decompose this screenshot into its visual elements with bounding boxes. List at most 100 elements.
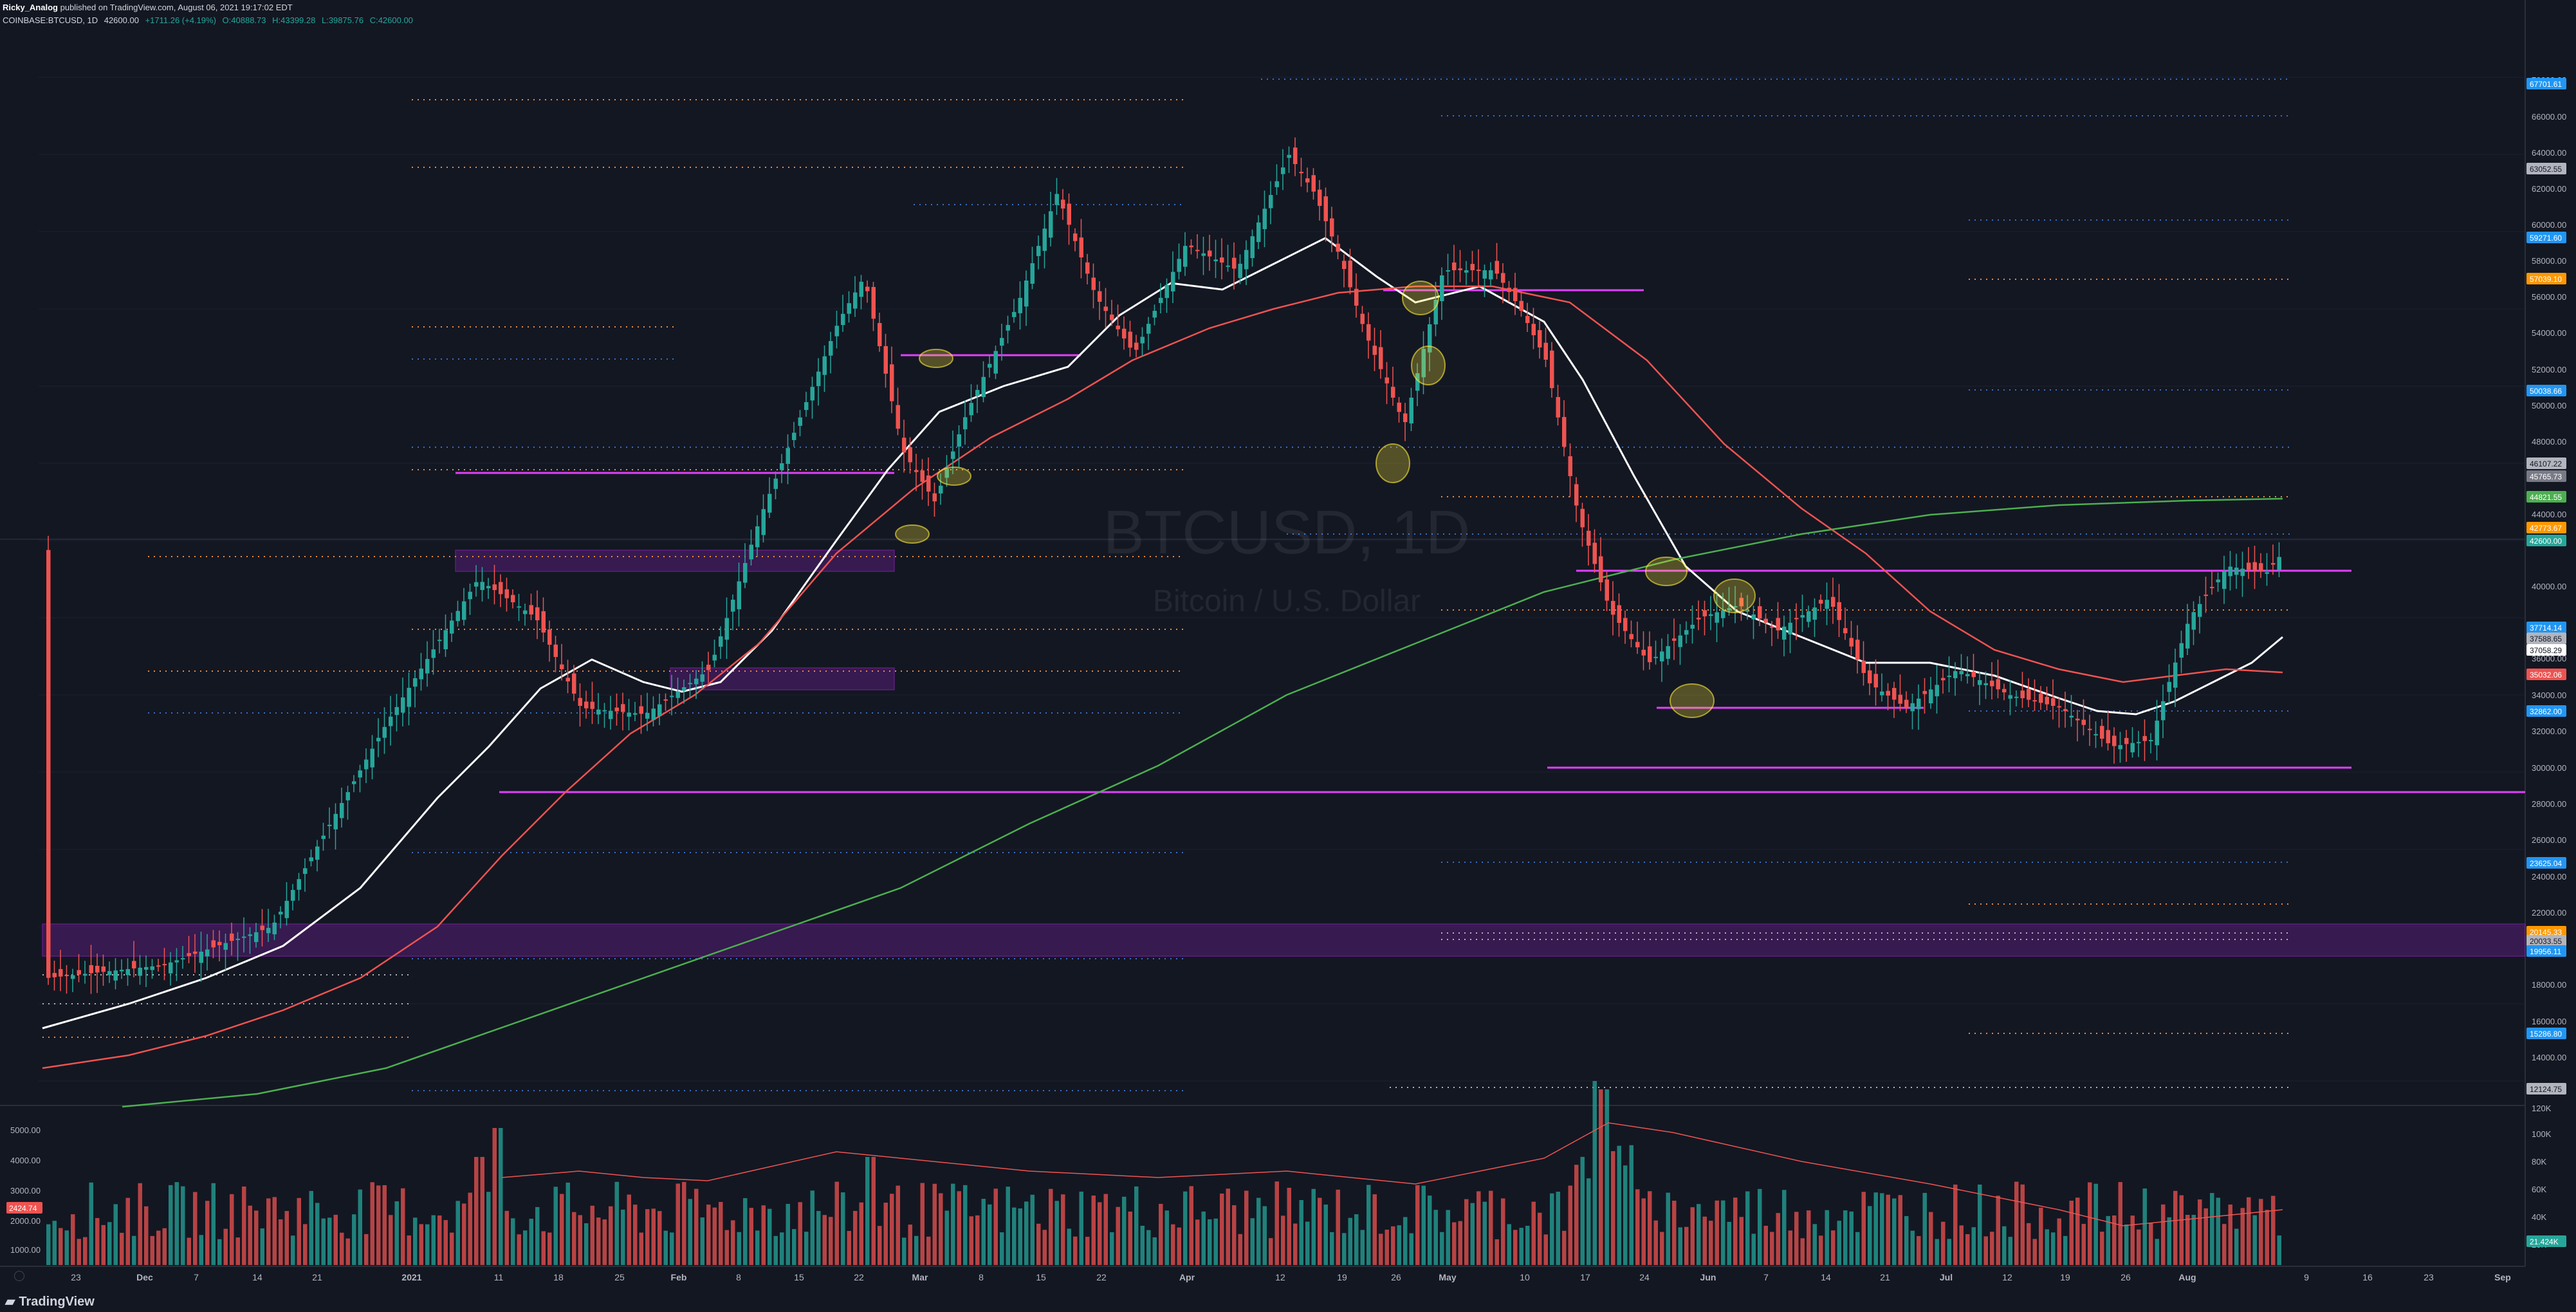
candle-body [865,286,870,291]
volume-bar [1531,1201,1536,1265]
candle-body [1177,259,1181,272]
candle-body [572,673,576,694]
symbol-label[interactable]: COINBASE:BTCUSD, 1D [3,15,98,25]
candle-body [71,975,75,979]
volume-bar [413,1217,418,1265]
volume-bar [981,1199,986,1265]
candle-body [419,669,423,679]
candle-body [1171,272,1175,291]
volume-bar [77,1239,81,1265]
candle-body [1213,259,1218,262]
candle-body [663,699,668,701]
volume-bar [932,1183,937,1265]
candle-body [235,938,240,940]
candle-body [1996,679,2000,690]
volume-bar [1305,1221,1310,1265]
price-badge [2526,1028,2566,1039]
price-tick: 18000.00 [2532,980,2566,990]
volume-bar [1318,1197,1322,1265]
volume-bar [1733,1197,1738,1265]
price-badge-label: 20145.33 [2530,928,2562,937]
candle-body [1519,300,1523,311]
volume-bar [1623,1165,1628,1265]
candle-body [1397,402,1401,412]
candle-body [1250,236,1255,259]
price-tick: 56000.00 [2532,292,2566,302]
volume-bar [1428,1196,1432,1265]
candle-body [1953,671,1958,679]
candle-body [443,630,448,650]
candle-body [1709,614,1713,616]
volume-bar [1164,1210,1169,1265]
candle-body [2265,572,2269,574]
volume-bar [584,1223,589,1265]
candle-body [590,701,594,709]
price-tick: 52000.00 [2532,365,2566,374]
ma-slow-line [122,497,2283,1108]
volume-bar [651,1208,656,1265]
candle-body [358,770,362,778]
moving-averages [42,237,2283,1108]
candle-body [883,346,888,374]
candle-body [1446,270,1450,272]
publisher-name[interactable]: Ricky_Analog [3,3,58,12]
volume-bar [1880,1193,1884,1265]
price-tick: 36000.00 [2532,654,2566,663]
candle-body [2210,587,2214,589]
tradingview-logo[interactable]: ▰ TradingView [5,1293,95,1309]
candle-body [1861,660,1866,673]
price-badge [2526,1083,2566,1095]
candle-body [1440,275,1444,301]
candle-body [2167,681,2171,692]
candle-body [1477,270,1481,272]
candle-body [975,390,980,396]
volume-bar [2002,1226,2007,1265]
candle-body [107,971,112,975]
volume-bar [2088,1182,2092,1265]
volume-bar [2118,1182,2122,1265]
candle-body [2045,696,2049,705]
candle-body [150,966,154,970]
volume-bar [486,1192,491,1265]
candle-body [706,665,711,670]
volume-bar [988,1204,992,1265]
volume-bar [1311,1188,1316,1265]
volume-bar [2093,1183,2098,1265]
time-tick: 23 [71,1272,81,1282]
candle-body [437,640,442,642]
candle-body [1690,624,1695,629]
candle-body [1794,618,1799,620]
volume-bar [993,1188,998,1265]
volume-left-badge-label: 2424.74 [9,1204,37,1213]
price-badge-label: 57039.10 [2530,275,2562,284]
volume-bar [902,1237,906,1265]
volume-bar [1354,1214,1359,1265]
price-badge-label: 32862.00 [2530,707,2562,716]
candle-body [1599,556,1603,582]
volume-bar [1232,1205,1237,1265]
volume-bar [1971,1227,1976,1265]
volume-bar [810,1190,814,1265]
volume-bar [181,1186,185,1265]
time-axis-settings-icon[interactable] [14,1271,24,1281]
volume-bar [566,1182,570,1265]
candle-body [1868,670,1872,683]
volume-bar [394,1201,399,1265]
volume-bar [1978,1184,1982,1265]
price-badge-label: 46107.22 [2530,459,2562,468]
candle-body [1831,596,1835,607]
candle-body [1122,328,1127,338]
candle-body [517,606,521,608]
candle-body [932,493,937,502]
volume-bar [2259,1199,2263,1265]
volume-bar [1391,1226,1395,1265]
volume-bar [1990,1232,1994,1265]
price-badge [2526,163,2566,174]
candle-body [1568,456,1572,476]
volume-bar [1935,1239,1939,1265]
candle-body [217,941,222,945]
volume-bar [150,1235,154,1265]
candle-body [340,803,344,818]
volume-bar [199,1235,203,1265]
